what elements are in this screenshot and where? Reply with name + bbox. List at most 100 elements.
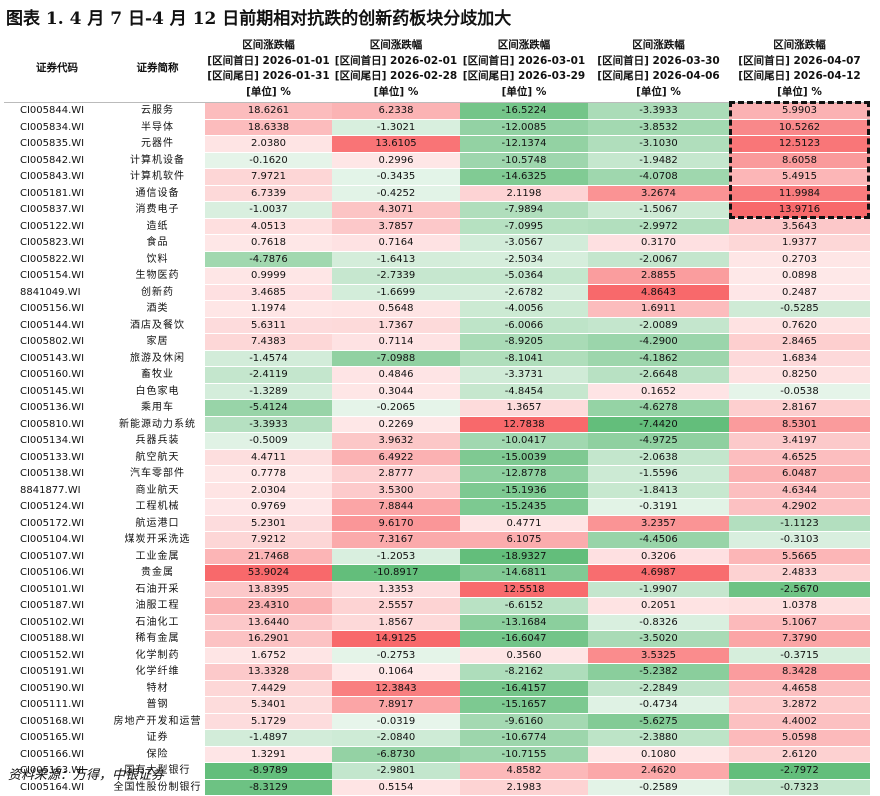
- return-cell: 7.9721: [205, 168, 332, 186]
- return-cell: 0.1064: [332, 663, 460, 681]
- return-cell: -6.8730: [332, 746, 460, 763]
- table-row: CI005145.WI 白色家电 -1.3289 0.3044 -4.8454 0.165…: [4, 383, 870, 400]
- return-cell: -1.9907: [588, 581, 729, 598]
- column-header: 区间涨跌幅 [区间首日] 2026-01-01 [区间尾日] 2026-01-31 […: [205, 36, 332, 103]
- return-cell: -0.2753: [332, 647, 460, 664]
- source-note: 资料来源：万得，中银证券: [8, 768, 165, 783]
- header-line: 区间涨跌幅: [242, 39, 295, 51]
- return-cell: 13.8395: [205, 581, 332, 598]
- security-code: CI005133.WI: [4, 449, 110, 466]
- header-line: 区间涨跌幅: [773, 39, 826, 51]
- security-code: CI005843.WI: [4, 168, 110, 186]
- security-name: 食品: [110, 234, 205, 252]
- return-cell: 7.4429: [205, 680, 332, 697]
- table-body: CI005844.WI 云服务 18.6261 6.2338 -16.5224 -3.39…: [4, 102, 870, 796]
- return-cell: -2.2849: [588, 680, 729, 697]
- return-cell: 6.7339: [205, 185, 332, 202]
- return-cell: -4.9725: [588, 432, 729, 450]
- security-name: 石油开采: [110, 581, 205, 598]
- return-cell: -1.9482: [588, 152, 729, 169]
- table-row: CI005823.WI 食品 0.7618 0.7164 -3.0567 0.3170 1.…: [4, 234, 870, 252]
- table-row: 8841049.WI 创新药 3.4685 -1.6699 -2.6782 4.8643 0…: [4, 284, 870, 301]
- security-name: 半导体: [110, 119, 205, 136]
- table-row: CI005138.WI 汽车零部件 0.7778 2.8777 -12.8778 -1.5…: [4, 465, 870, 483]
- header-line: 区间涨跌幅: [369, 39, 423, 51]
- return-cell: -1.6699: [332, 284, 460, 301]
- security-name: 旅游及休闲: [110, 350, 205, 367]
- return-cell: 3.2357: [588, 515, 729, 532]
- return-cell: -2.5034: [460, 251, 588, 268]
- table-row: CI005136.WI 乘用车 -5.4124 -0.2065 1.3657 -4.627…: [4, 399, 870, 417]
- return-cell: -15.1657: [460, 696, 588, 714]
- return-cell: 3.5300: [332, 482, 460, 499]
- security-name: 国有大型银行: [110, 762, 205, 780]
- security-name: 创新药: [110, 284, 205, 301]
- return-cell: 2.8855: [588, 267, 729, 285]
- return-cell: 8.3428: [729, 663, 870, 681]
- return-cell: 0.9999: [205, 267, 332, 285]
- return-cell: -5.0364: [460, 267, 588, 285]
- security-name: 证券: [110, 729, 205, 747]
- return-cell: 1.6834: [729, 350, 870, 367]
- table-row: CI005834.WI 半导体 18.6338 -1.3021 -12.0085 -3.8…: [4, 119, 870, 136]
- return-cell: 0.2051: [588, 597, 729, 615]
- security-name: 计算机软件: [110, 168, 205, 186]
- table-row: CI005144.WI 酒店及餐饮 5.6311 1.7367 -6.0066 -2.00…: [4, 317, 870, 334]
- security-code: CI005188.WI: [4, 630, 110, 648]
- return-cell: -3.1030: [588, 135, 729, 153]
- return-cell: 0.9769: [205, 498, 332, 516]
- return-cell: 1.3657: [460, 399, 588, 417]
- security-code: CI005842.WI: [4, 152, 110, 169]
- return-cell: -4.6278: [588, 399, 729, 417]
- return-cell: -2.7339: [332, 267, 460, 285]
- table-row: CI005124.WI 工程机械 0.9769 7.8844 -15.2435 -0.31…: [4, 498, 870, 516]
- return-cell: 18.6338: [205, 119, 332, 136]
- return-cell: 6.0487: [729, 465, 870, 483]
- return-cell: 4.0513: [205, 218, 332, 235]
- return-cell: 23.4310: [205, 597, 332, 615]
- return-cell: -6.6152: [460, 597, 588, 615]
- return-cell: -15.2435: [460, 498, 588, 516]
- return-cell: 5.9903: [729, 102, 870, 120]
- header-line: [区间尾日] 2026-03-29: [462, 70, 586, 82]
- return-cell: 1.0378: [729, 597, 870, 615]
- title: 图表 1. 4 月 7 日-4 月 12 日前期相对抗跌的创新药板块分歧加大: [6, 9, 512, 29]
- return-cell: -8.2162: [460, 663, 588, 681]
- return-cell: 0.3560: [460, 647, 588, 664]
- security-code: 8841877.WI: [4, 482, 110, 499]
- return-cell: -0.0319: [332, 713, 460, 730]
- return-cell: 2.0380: [205, 135, 332, 153]
- table-row: CI005844.WI 云服务 18.6261 6.2338 -16.5224 -3.39…: [4, 102, 870, 120]
- return-cell: -0.3715: [729, 647, 870, 664]
- security-code: CI005104.WI: [4, 531, 110, 549]
- return-cell: 2.8465: [729, 333, 870, 351]
- security-name: 畜牧业: [110, 366, 205, 384]
- return-cell: 4.8582: [460, 762, 588, 780]
- return-cell: 6.1075: [460, 531, 588, 549]
- table-row: 8841877.WI 商业航天 2.0304 3.5300 -15.1936 -1.841…: [4, 482, 870, 499]
- return-cell: 1.3291: [205, 746, 332, 763]
- security-code: CI005172.WI: [4, 515, 110, 532]
- return-cell: 7.3167: [332, 531, 460, 549]
- security-code: CI005187.WI: [4, 597, 110, 615]
- security-code: CI005136.WI: [4, 399, 110, 417]
- return-cell: 0.2487: [729, 284, 870, 301]
- return-cell: -3.0567: [460, 234, 588, 252]
- table-row: CI005101.WI 石油开采 13.8395 1.3353 12.5518 -1.99…: [4, 581, 870, 598]
- table-row: CI005154.WI 生物医药 0.9999 -2.7339 -5.0364 2.885…: [4, 267, 870, 285]
- return-cell: -1.3021: [332, 119, 460, 136]
- security-code: CI005144.WI: [4, 317, 110, 334]
- header-line: [区间尾日] 2026-02-28: [334, 70, 458, 82]
- return-cell: -4.0708: [588, 168, 729, 186]
- security-code: CI005152.WI: [4, 647, 110, 664]
- return-cell: -0.0538: [729, 383, 870, 400]
- table-row: CI005160.WI 畜牧业 -2.4119 0.4846 -3.3731 -2.664…: [4, 366, 870, 384]
- security-name: 家居: [110, 333, 205, 351]
- return-cell: 1.1974: [205, 300, 332, 318]
- table-row: CI005802.WI 家居 7.4383 0.7114 -8.9205 -4.2900 2…: [4, 333, 870, 351]
- return-cell: 7.8917: [332, 696, 460, 714]
- security-code: CI005191.WI: [4, 663, 110, 681]
- header-line: [区间首日] 2026-04-07: [738, 54, 861, 67]
- table-row: CI005122.WI 造纸 4.0513 3.7857 -7.0995 -2.9972 3…: [4, 218, 870, 235]
- security-code: CI005190.WI: [4, 680, 110, 697]
